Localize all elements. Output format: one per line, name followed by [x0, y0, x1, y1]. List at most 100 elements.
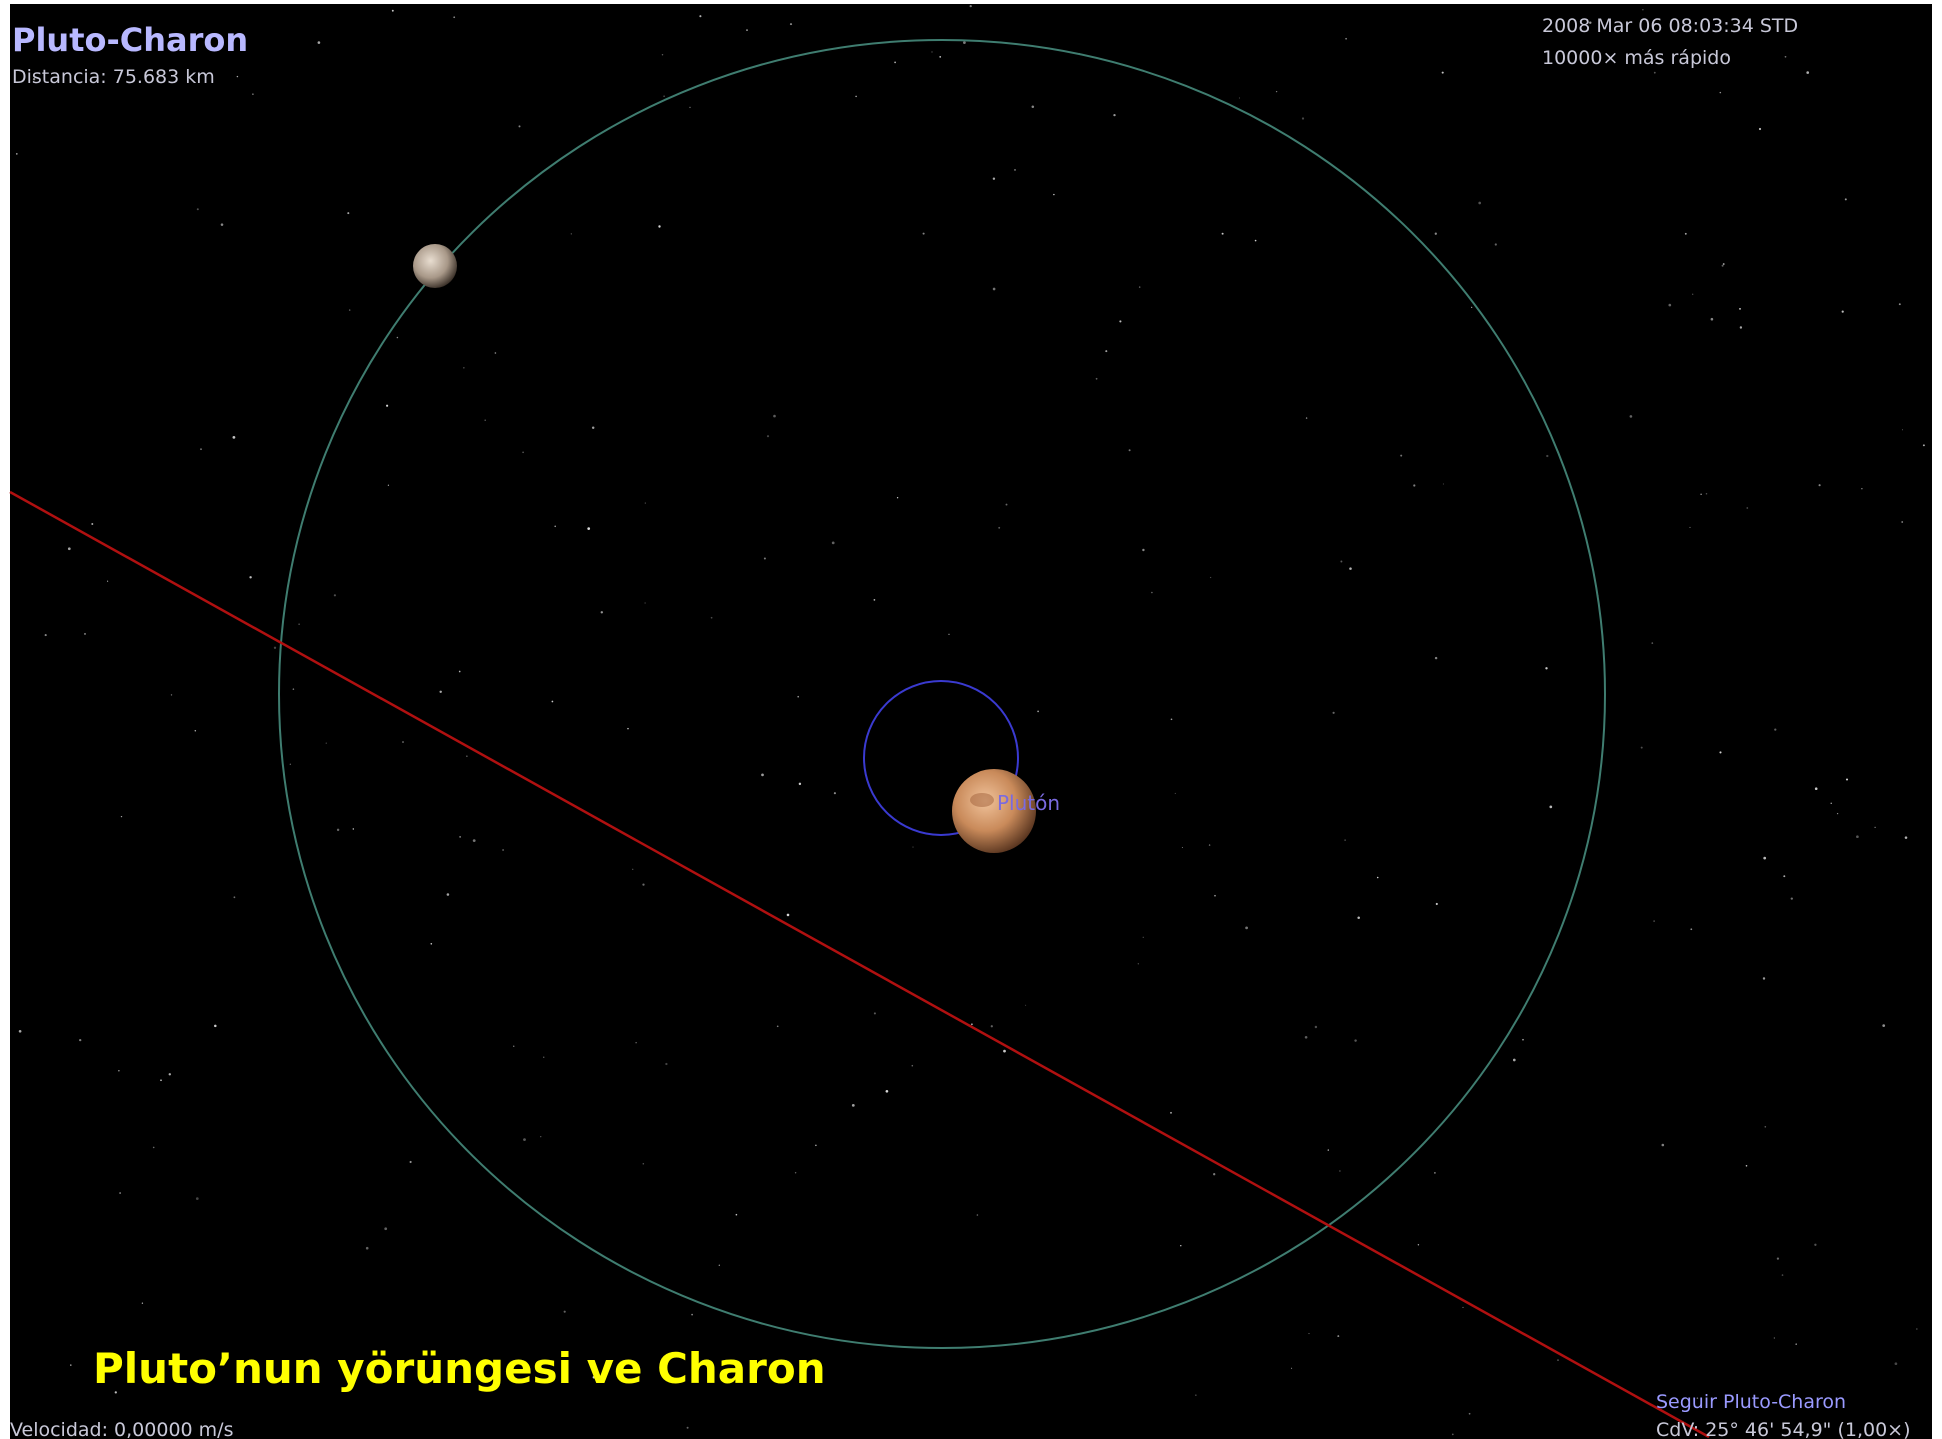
star [1031, 105, 1035, 109]
star [292, 688, 295, 690]
charon-orbit [278, 39, 1606, 1349]
star [912, 846, 914, 848]
star [1710, 317, 1714, 321]
star [990, 1025, 993, 1028]
star [992, 177, 996, 180]
star [632, 868, 634, 870]
star [963, 41, 966, 44]
star [1922, 444, 1925, 447]
star [522, 451, 524, 454]
star [152, 1146, 155, 1149]
star [1170, 718, 1173, 721]
star [348, 309, 351, 311]
star [1339, 1170, 1341, 1172]
star [402, 741, 404, 743]
star [484, 419, 486, 421]
star [1818, 484, 1821, 487]
star [1806, 71, 1810, 74]
star [1653, 920, 1655, 922]
star [1138, 286, 1141, 288]
star [797, 695, 799, 698]
star [510, 1378, 513, 1381]
star [642, 883, 645, 886]
star [663, 95, 665, 97]
pluto-label: Plutón [997, 791, 1060, 815]
star [1684, 232, 1687, 235]
star [1113, 113, 1116, 117]
star [976, 1214, 979, 1216]
star [195, 1197, 199, 1200]
star [1589, 21, 1592, 24]
star [1053, 193, 1055, 196]
star [1413, 484, 1416, 487]
star [911, 1064, 914, 1067]
star [1142, 548, 1145, 552]
star [885, 1089, 889, 1093]
star [18, 1029, 22, 1033]
star [1435, 902, 1438, 906]
star [1705, 493, 1708, 495]
star [289, 763, 291, 765]
star [627, 727, 629, 730]
star [1722, 263, 1725, 265]
star [1898, 303, 1901, 306]
star [794, 1172, 797, 1174]
star [1773, 1337, 1775, 1339]
star [1719, 751, 1722, 754]
star [1557, 1359, 1559, 1361]
star [592, 1375, 596, 1379]
star [1739, 307, 1741, 310]
star [992, 287, 996, 291]
star [1784, 55, 1787, 58]
star [710, 616, 713, 619]
star [1661, 1143, 1665, 1147]
star [1462, 1306, 1464, 1308]
star [591, 426, 595, 429]
star [1003, 1049, 1006, 1053]
star [763, 557, 766, 560]
star [1451, 1433, 1454, 1436]
star [1494, 243, 1497, 246]
star [665, 1062, 668, 1066]
star [233, 896, 236, 899]
star [170, 694, 173, 696]
star [1400, 454, 1403, 457]
star [1344, 839, 1346, 841]
star [855, 95, 857, 98]
pluto[interactable] [952, 769, 1036, 853]
star [1776, 1257, 1780, 1260]
star [1861, 488, 1863, 490]
star [518, 125, 521, 128]
star [453, 16, 456, 19]
star [430, 942, 433, 945]
star [718, 1264, 720, 1266]
star [118, 1070, 120, 1072]
star [458, 670, 461, 673]
star [1291, 1367, 1293, 1369]
star [833, 792, 836, 795]
star [232, 436, 236, 439]
star [220, 223, 224, 226]
star [1512, 1058, 1516, 1062]
star [873, 599, 876, 601]
field-of-view: CdV: 25° 46' 54,9" (1,00×) [1656, 1419, 1911, 1439]
star [1119, 320, 1122, 323]
star [1653, 71, 1656, 74]
star [1417, 1244, 1420, 1246]
star [1790, 897, 1793, 900]
star [439, 690, 442, 694]
star [789, 23, 793, 26]
star [347, 212, 350, 215]
star [513, 1045, 515, 1047]
charon[interactable] [413, 244, 457, 288]
distance: Distancia: 75.683 km [12, 66, 215, 88]
star [1774, 728, 1777, 731]
star [644, 502, 646, 504]
star [1337, 1335, 1340, 1338]
star [766, 435, 770, 438]
star [1304, 1035, 1308, 1039]
star [1545, 667, 1548, 670]
pluto-orbit-line [9, 490, 1710, 1439]
star [661, 54, 664, 56]
space-background [10, 4, 1932, 1439]
